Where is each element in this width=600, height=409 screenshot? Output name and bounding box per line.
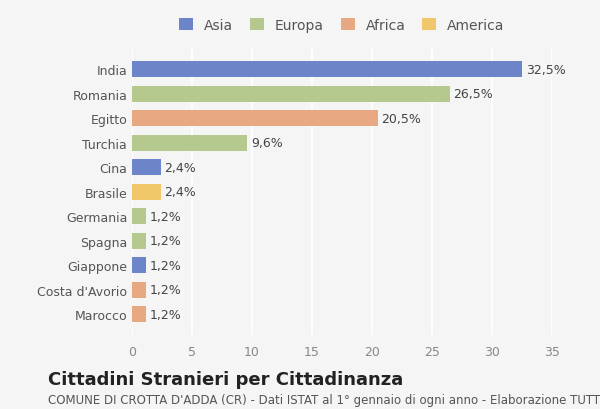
Text: 1,2%: 1,2%: [150, 308, 182, 321]
Text: 9,6%: 9,6%: [251, 137, 283, 150]
Text: 32,5%: 32,5%: [526, 63, 565, 76]
Bar: [132, 258, 146, 274]
Text: 26,5%: 26,5%: [454, 88, 493, 101]
Text: COMUNE DI CROTTA D'ADDA (CR) - Dati ISTAT al 1° gennaio di ogni anno - Elaborazi: COMUNE DI CROTTA D'ADDA (CR) - Dati ISTA…: [48, 393, 600, 406]
Bar: [132, 111, 378, 127]
Bar: [132, 233, 146, 249]
Text: 1,2%: 1,2%: [150, 235, 182, 247]
Bar: [132, 184, 161, 200]
Bar: [132, 306, 146, 322]
Text: 1,2%: 1,2%: [150, 210, 182, 223]
Bar: [132, 282, 146, 298]
Text: 1,2%: 1,2%: [150, 283, 182, 297]
Text: 2,4%: 2,4%: [164, 186, 196, 199]
Text: 1,2%: 1,2%: [150, 259, 182, 272]
Bar: [132, 62, 522, 78]
Legend: Asia, Europa, Africa, America: Asia, Europa, Africa, America: [179, 19, 505, 33]
Text: 20,5%: 20,5%: [382, 112, 421, 126]
Text: 2,4%: 2,4%: [164, 161, 196, 174]
Bar: [132, 87, 450, 102]
Text: Cittadini Stranieri per Cittadinanza: Cittadini Stranieri per Cittadinanza: [48, 370, 403, 388]
Bar: [132, 160, 161, 176]
Bar: [132, 209, 146, 225]
Bar: [132, 135, 247, 151]
